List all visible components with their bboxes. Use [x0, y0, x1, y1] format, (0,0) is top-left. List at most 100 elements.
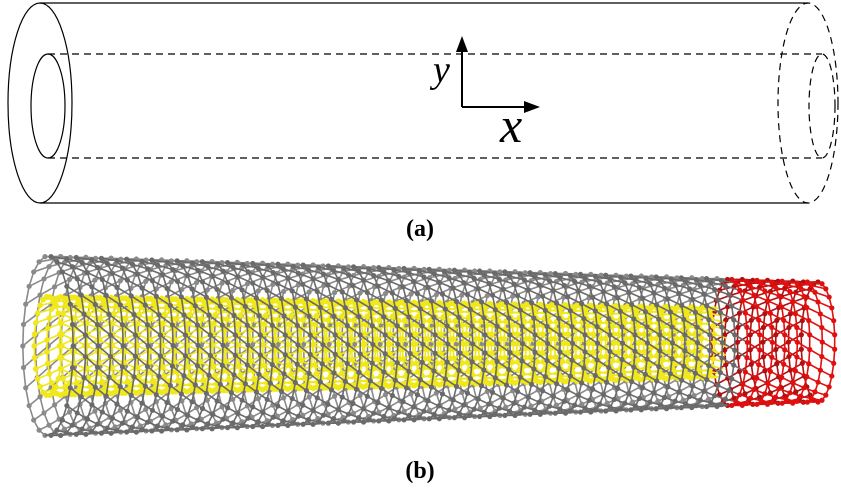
atom — [32, 355, 38, 361]
atom — [45, 326, 51, 332]
atom — [92, 278, 97, 283]
atom — [58, 392, 64, 398]
atom — [159, 390, 165, 396]
atom — [57, 320, 63, 326]
atom — [75, 297, 81, 303]
atom — [184, 389, 190, 395]
atom — [774, 318, 779, 323]
atom — [133, 365, 139, 371]
atom — [57, 366, 63, 372]
atom — [44, 337, 50, 343]
atom — [37, 384, 43, 390]
bond — [26, 388, 29, 406]
x-axis-label: x — [499, 97, 522, 153]
atom — [31, 417, 36, 422]
bond — [24, 368, 26, 388]
atom — [42, 254, 47, 259]
atom — [749, 318, 754, 323]
inner-right-ellipse — [809, 54, 835, 158]
atom — [52, 284, 57, 289]
atom — [307, 394, 312, 399]
atom — [37, 292, 42, 297]
atom — [27, 403, 32, 408]
atom — [37, 394, 42, 399]
atom — [50, 297, 56, 303]
atom — [383, 291, 388, 296]
atom — [83, 392, 89, 398]
atom — [53, 302, 59, 308]
atom — [53, 384, 59, 390]
atom — [33, 320, 39, 326]
atom — [23, 385, 28, 390]
atom — [49, 306, 55, 312]
atom — [735, 355, 740, 360]
atom — [37, 302, 43, 308]
atom — [100, 298, 106, 304]
atom — [56, 310, 62, 316]
atom — [761, 325, 766, 330]
atom — [23, 302, 28, 307]
y-arrow-head — [456, 36, 468, 52]
atom — [31, 343, 37, 349]
atom — [357, 290, 362, 295]
atom — [761, 354, 766, 359]
atom — [230, 288, 235, 293]
atom — [786, 354, 791, 359]
atom — [748, 347, 753, 352]
atom — [281, 289, 286, 294]
caption-a: (a) — [406, 216, 434, 242]
atom — [56, 376, 62, 382]
atom — [36, 259, 41, 264]
axes-arrows — [456, 36, 540, 113]
figure: y x (a) (b) — [0, 0, 841, 490]
atom — [326, 342, 331, 347]
atom — [133, 321, 139, 327]
atom — [46, 423, 51, 428]
atom — [21, 322, 26, 327]
nanotube — [20, 254, 837, 438]
inner-left-ellipse — [31, 54, 65, 158]
atom — [799, 332, 804, 337]
atom — [773, 347, 778, 352]
atom — [118, 278, 123, 283]
atom — [307, 289, 312, 294]
outer-left-ellipse — [8, 3, 72, 203]
bond — [23, 324, 24, 346]
atom — [786, 325, 791, 330]
cylinder-schematic — [8, 3, 838, 203]
atom — [332, 290, 337, 295]
atom — [126, 298, 132, 304]
atom — [332, 394, 337, 399]
bond — [23, 346, 24, 368]
atom — [357, 393, 362, 398]
x-arrow-head — [524, 101, 540, 113]
atom — [27, 284, 32, 289]
atom — [281, 395, 286, 400]
atom — [749, 362, 754, 367]
atom — [92, 409, 97, 414]
atom — [41, 410, 46, 415]
atom — [46, 315, 52, 321]
atom — [799, 347, 804, 352]
atom — [108, 391, 114, 397]
atom — [35, 310, 41, 316]
atom — [35, 376, 41, 382]
atom — [67, 409, 72, 414]
atom — [45, 361, 51, 367]
atom — [301, 342, 306, 347]
bond — [24, 304, 26, 324]
atom — [41, 276, 46, 281]
atom — [256, 396, 261, 401]
atom — [36, 428, 41, 433]
atom — [256, 288, 261, 293]
atom — [760, 340, 765, 345]
atom — [59, 355, 65, 361]
atom — [786, 339, 791, 344]
atom — [46, 371, 52, 377]
atom — [44, 349, 50, 355]
atom — [21, 365, 26, 370]
atom — [67, 277, 72, 282]
atom — [134, 390, 140, 396]
atom — [408, 292, 413, 297]
atom — [52, 402, 57, 407]
